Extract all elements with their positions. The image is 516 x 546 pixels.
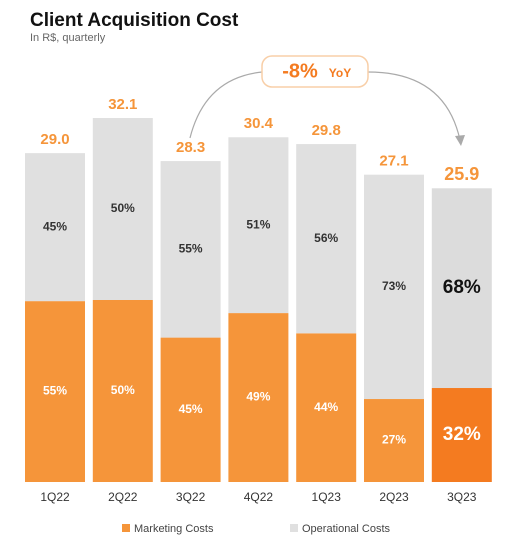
segment-label: 55% — [43, 384, 67, 398]
bar-segment — [160, 161, 221, 338]
bar-segment — [364, 174, 424, 400]
total-label: 27.1 — [379, 153, 408, 170]
bar-segment — [431, 388, 492, 482]
segment-label: 51% — [246, 217, 270, 231]
bar-segment — [228, 313, 289, 482]
x-tick-label: 1Q22 — [40, 490, 70, 504]
total-label: 32.1 — [108, 96, 137, 113]
total-label: 25.9 — [444, 164, 479, 184]
segment-label: 45% — [43, 219, 67, 233]
annotation-text: -8% — [282, 60, 318, 82]
bar-segment — [25, 301, 85, 482]
chart-title: Client Acquisition Cost — [30, 10, 239, 31]
segment-label: 49% — [246, 390, 270, 404]
legend-label: Operational Costs — [302, 523, 391, 535]
total-label: 29.0 — [40, 131, 69, 148]
total-label: 30.4 — [244, 115, 274, 132]
segment-label: 32% — [443, 424, 481, 445]
segment-label: 44% — [314, 400, 338, 414]
bar-segment — [296, 333, 357, 482]
annotation-box — [261, 55, 369, 88]
bar-segment — [92, 299, 153, 482]
segment-label: 55% — [179, 242, 203, 256]
segment-label: 45% — [179, 402, 203, 416]
segment-label: 56% — [314, 231, 338, 245]
bar-segment — [296, 144, 357, 334]
bar-segment — [92, 117, 153, 300]
arrow — [367, 71, 461, 141]
segment-label: 50% — [111, 383, 135, 397]
x-tick-label: 2Q23 — [379, 490, 409, 504]
segment-label: 68% — [443, 277, 481, 298]
x-tick-label: 3Q22 — [176, 490, 206, 504]
legend-swatch — [290, 524, 298, 532]
chart-subtitle: In R$, quarterly — [30, 32, 106, 44]
segment-label: 73% — [382, 279, 406, 293]
total-label: 29.8 — [312, 122, 341, 139]
x-tick-label: 3Q23 — [447, 490, 477, 504]
bar-segment — [25, 153, 85, 302]
x-tick-label: 2Q22 — [108, 490, 138, 504]
segment-label: 27% — [382, 433, 406, 447]
total-label: 28.3 — [176, 139, 205, 156]
bar-segment — [228, 137, 289, 314]
bar-segment — [160, 337, 221, 482]
x-tick-label: 1Q23 — [312, 490, 342, 504]
bar-segment — [364, 399, 424, 482]
arrow — [189, 71, 263, 139]
bar-segment — [431, 188, 492, 389]
x-tick-label: 4Q22 — [244, 490, 274, 504]
segment-label: 50% — [111, 201, 135, 215]
legend-swatch — [122, 524, 130, 532]
legend-label: Marketing Costs — [134, 523, 214, 535]
annotation-unit: YoY — [329, 66, 351, 80]
arrowhead — [455, 135, 465, 146]
